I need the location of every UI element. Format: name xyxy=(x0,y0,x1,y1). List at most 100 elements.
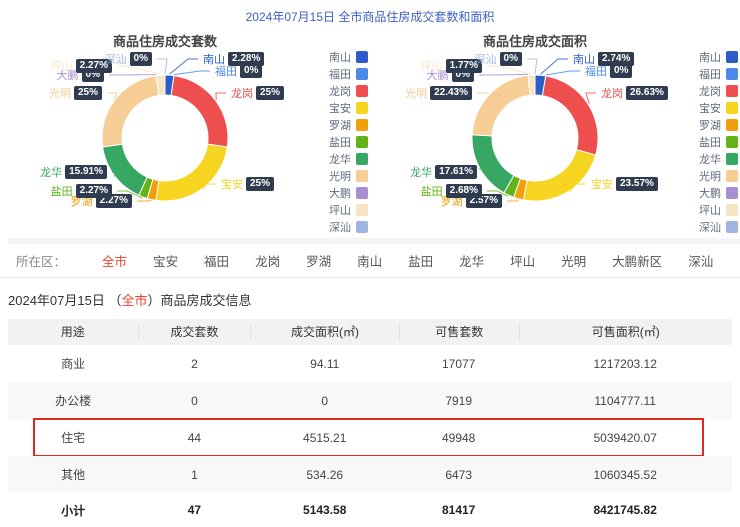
legend-item-longgang[interactable]: 龙岗 xyxy=(699,85,738,97)
legend-color-swatch xyxy=(726,68,738,80)
pie-label-percent-badge: 0% xyxy=(240,64,262,78)
pie-label-percent-badge: 0% xyxy=(610,64,632,78)
pie-label-name: 龙岗 xyxy=(601,85,623,101)
section-title-suffix: ）商品房成交信息 xyxy=(147,293,251,308)
legend-color-swatch xyxy=(726,204,738,216)
table-cell: 1104777.11 xyxy=(518,394,732,408)
legend-item-baoan[interactable]: 宝安 xyxy=(329,102,368,114)
legend-color-swatch xyxy=(726,119,738,131)
legend-color-swatch xyxy=(356,102,368,114)
filter-option-福田[interactable]: 福田 xyxy=(204,251,229,270)
pie-label-name: 光明 xyxy=(49,85,71,101)
pie-label-percent-badge: 0% xyxy=(500,52,522,66)
table-section-title: 2024年07月15日 （全市）商品房成交信息 xyxy=(0,278,740,319)
pie-label-name: 坪山 xyxy=(51,58,73,74)
pie-label-percent-badge: 26.63% xyxy=(626,86,668,100)
pie-label-name: 盐田 xyxy=(51,183,73,199)
pie-label-percent-badge: 15.91% xyxy=(65,165,107,179)
pie-segment-guangming[interactable] xyxy=(102,76,159,147)
filter-option-全市[interactable]: 全市 xyxy=(102,251,127,270)
legend-color-swatch xyxy=(356,68,368,80)
filter-option-坪山[interactable]: 坪山 xyxy=(510,251,535,270)
legend-item-luohu[interactable]: 罗湖 xyxy=(699,119,738,131)
legend-item-guangming[interactable]: 光明 xyxy=(699,170,738,182)
pie-segment-longgang[interactable] xyxy=(171,76,228,147)
legend-item-guangming[interactable]: 光明 xyxy=(329,170,368,182)
legend-label: 光明 xyxy=(329,168,351,184)
section-title-prefix: 2024年07月15日 （ xyxy=(8,293,121,308)
filter-option-大鹏新区[interactable]: 大鹏新区 xyxy=(612,251,662,270)
pie-segment-guangming[interactable] xyxy=(472,75,530,135)
section-title-highlight: 全市 xyxy=(121,293,147,308)
legend-item-yantian[interactable]: 盐田 xyxy=(699,136,738,148)
legend-item-longhua[interactable]: 龙华 xyxy=(329,153,368,165)
legend-color-swatch xyxy=(726,187,738,199)
pie-label-name: 龙岗 xyxy=(231,85,253,101)
legend-item-pingshan[interactable]: 坪山 xyxy=(329,204,368,216)
legend-label: 盐田 xyxy=(329,134,351,150)
legend-item-baoan[interactable]: 宝安 xyxy=(699,102,738,114)
legend-item-nanshan[interactable]: 南山 xyxy=(329,51,368,63)
pie-label-name: 福田 xyxy=(215,63,237,79)
legend-label: 南山 xyxy=(329,49,351,65)
legend-label: 南山 xyxy=(699,49,721,65)
pie-label-percent-badge: 23.57% xyxy=(616,177,658,191)
pie-label-name: 宝安 xyxy=(591,176,613,192)
pie-label-percent-badge: 17.61% xyxy=(435,165,477,179)
legend-label: 坪山 xyxy=(699,202,721,218)
legend-item-futian[interactable]: 福田 xyxy=(329,68,368,80)
filter-option-光明[interactable]: 光明 xyxy=(561,251,586,270)
label-leader-line-shenshan xyxy=(157,59,167,74)
label-leader-line-futian xyxy=(174,71,210,75)
pie-segment-baoan[interactable] xyxy=(523,150,595,201)
table-cell: 44 xyxy=(138,431,250,445)
table-header-cell: 成交套数 xyxy=(138,324,251,340)
legend-item-shenshan[interactable]: 深汕 xyxy=(329,221,368,233)
filter-option-深汕[interactable]: 深汕 xyxy=(688,251,713,270)
pie-label-percent-badge: 25% xyxy=(74,86,102,100)
filter-option-罗湖[interactable]: 罗湖 xyxy=(306,251,331,270)
filter-option-龙华[interactable]: 龙华 xyxy=(459,251,484,270)
table-header-cell: 成交面积(㎡) xyxy=(250,324,399,340)
legend-item-longhua[interactable]: 龙华 xyxy=(699,153,738,165)
legend-item-yantian[interactable]: 盐田 xyxy=(329,136,368,148)
legend-item-dapeng[interactable]: 大鹏 xyxy=(699,187,738,199)
legend-item-dapeng[interactable]: 大鹏 xyxy=(329,187,368,199)
filter-option-龙岗[interactable]: 龙岗 xyxy=(255,251,280,270)
pie-label-percent-badge: 22.43% xyxy=(430,86,472,100)
filter-option-盐田[interactable]: 盐田 xyxy=(408,251,433,270)
pie-segment-baoan[interactable] xyxy=(156,144,227,201)
legend-item-futian[interactable]: 福田 xyxy=(699,68,738,80)
legend-item-longgang[interactable]: 龙岗 xyxy=(329,85,368,97)
filter-option-宝安[interactable]: 宝安 xyxy=(153,251,178,270)
legend-color-swatch xyxy=(356,187,368,199)
district-filter-bar: 所在区： 全市宝安福田龙岗罗湖南山盐田龙华坪山光明大鹏新区深汕 xyxy=(0,244,740,278)
label-leader-line-luohu xyxy=(507,200,518,201)
pie-label-percent-badge: 2.27% xyxy=(76,184,112,198)
table-cell: 办公楼 xyxy=(8,392,138,409)
legend-item-luohu[interactable]: 罗湖 xyxy=(329,119,368,131)
legend-item-pingshan[interactable]: 坪山 xyxy=(699,204,738,216)
legend-color-swatch xyxy=(356,204,368,216)
pie-label-percent-badge: 2.68% xyxy=(446,184,482,198)
legend-label: 罗湖 xyxy=(699,117,721,133)
table-cell: 94.11 xyxy=(251,357,399,371)
legend-item-shenshan[interactable]: 深汕 xyxy=(699,221,738,233)
legend-item-nanshan[interactable]: 南山 xyxy=(699,51,738,63)
legend-color-swatch xyxy=(356,221,368,233)
pie-label-percent-badge: 25% xyxy=(256,86,284,100)
table-cell: 49948 xyxy=(399,431,518,445)
legend-color-swatch xyxy=(726,170,738,182)
table-header-cell: 可售面积(㎡) xyxy=(519,324,732,340)
filter-option-南山[interactable]: 南山 xyxy=(357,251,382,270)
table-cell: 17077 xyxy=(399,357,518,371)
pie-segment-longgang[interactable] xyxy=(542,76,598,155)
